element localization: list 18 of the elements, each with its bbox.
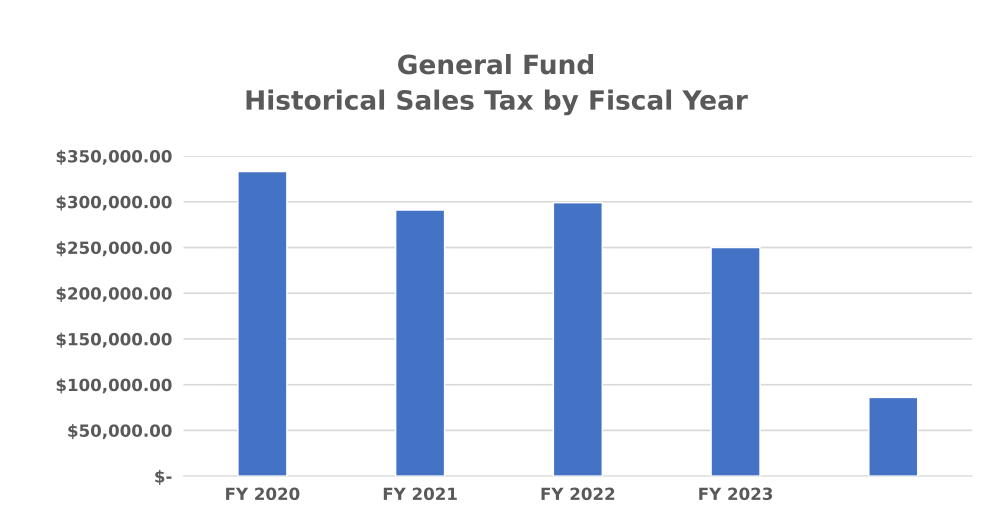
bar xyxy=(394,209,446,476)
y-tick-label: $250,000.00 xyxy=(56,241,172,256)
x-tick-label: FY 2022 xyxy=(542,488,614,500)
y-tick-label: $- xyxy=(155,470,172,485)
y-tick-label: $100,000.00 xyxy=(56,378,172,394)
x-tick-label: FY 2021 xyxy=(384,488,457,500)
y-tick-label: $200,000.00 xyxy=(56,286,172,302)
bar xyxy=(710,246,761,476)
bar xyxy=(237,170,288,476)
y-tick-label: $50,000.00 xyxy=(68,424,172,440)
bar xyxy=(868,396,918,476)
y-tick-label: $150,000.00 xyxy=(56,332,172,348)
chart-title: General Fund Historical Sales Tax by Fiscal Year xyxy=(246,54,748,116)
x-tick-label: FY 2020 xyxy=(226,488,300,500)
y-tick-label: $300,000.00 xyxy=(56,195,172,211)
x-tick-label: FY 2023 xyxy=(699,488,772,500)
bar xyxy=(552,202,603,476)
y-tick-label: $350,000.00 xyxy=(56,150,172,165)
